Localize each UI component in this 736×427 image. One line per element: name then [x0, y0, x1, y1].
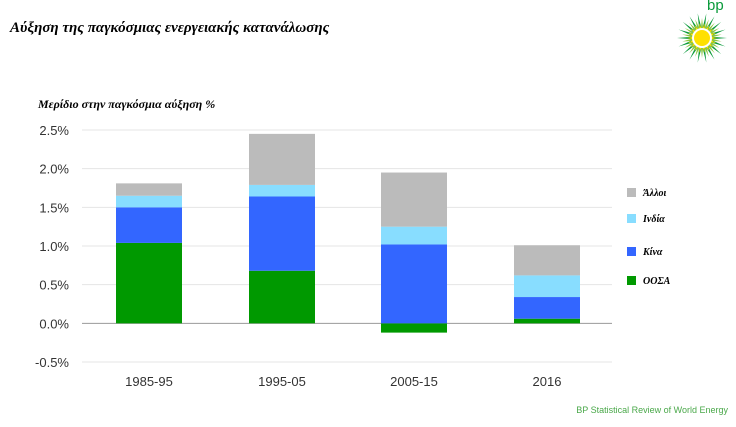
- bars: [116, 133, 580, 333]
- bar-segment: [381, 226, 447, 245]
- bar-segment: [116, 242, 182, 324]
- bar-segment: [381, 323, 447, 333]
- legend-swatch: [627, 214, 636, 223]
- bar-segment: [249, 184, 315, 197]
- x-tick-label: 1995-05: [258, 374, 306, 389]
- bar-segment: [514, 275, 580, 298]
- bar-segment: [249, 270, 315, 324]
- bar-segment: [249, 196, 315, 271]
- legend-label: ΟΟΣΑ: [643, 276, 671, 287]
- y-tick-label: 1.5%: [39, 200, 69, 215]
- legend-label: Κίνα: [642, 247, 663, 258]
- source-credit: BP Statistical Review of World Energy: [576, 405, 728, 415]
- bar-segment: [514, 318, 580, 324]
- x-axis-ticks: 1985-95 1995-05 2005-15 2016: [125, 374, 561, 389]
- bar-segment: [116, 207, 182, 243]
- legend-swatch: [627, 188, 636, 197]
- bar-segment: [116, 183, 182, 196]
- bar-segment: [116, 195, 182, 208]
- bar-segment: [514, 297, 580, 319]
- bp-helios-logo-icon: [677, 13, 727, 63]
- x-tick-label: 2016: [533, 374, 562, 389]
- page-title: Αύξηση της παγκόσμιας ενεργειακής κατανά…: [10, 20, 330, 36]
- y-tick-label: 1.0%: [39, 239, 69, 254]
- y-tick-label: -0.5%: [35, 355, 69, 370]
- bar-segment: [381, 244, 447, 324]
- y-tick-label: 2.5%: [39, 123, 69, 138]
- y-tick-label: 0.0%: [39, 316, 69, 331]
- legend: Άλλοι Ινδία Κίνα ΟΟΣΑ: [627, 188, 671, 287]
- bar-segment: [381, 172, 447, 227]
- y-tick-label: 0.5%: [39, 278, 69, 293]
- legend-swatch: [627, 247, 636, 256]
- y-axis-ticks: 2.5% 2.0% 1.5% 1.0% 0.5% 0.0% -0.5%: [35, 123, 69, 370]
- bar-segment: [514, 245, 580, 276]
- legend-swatch: [627, 276, 636, 285]
- y-axis-label: Μερίδιο στην παγκόσμια αύξηση %: [38, 97, 216, 111]
- x-tick-label: 2005-15: [390, 374, 438, 389]
- y-tick-label: 2.0%: [39, 162, 69, 177]
- legend-label: Άλλοι: [642, 188, 667, 199]
- x-tick-label: 1985-95: [125, 374, 173, 389]
- bp-logo-text: bp: [707, 0, 724, 14]
- legend-label: Ινδία: [642, 214, 665, 225]
- bar-segment: [249, 133, 315, 185]
